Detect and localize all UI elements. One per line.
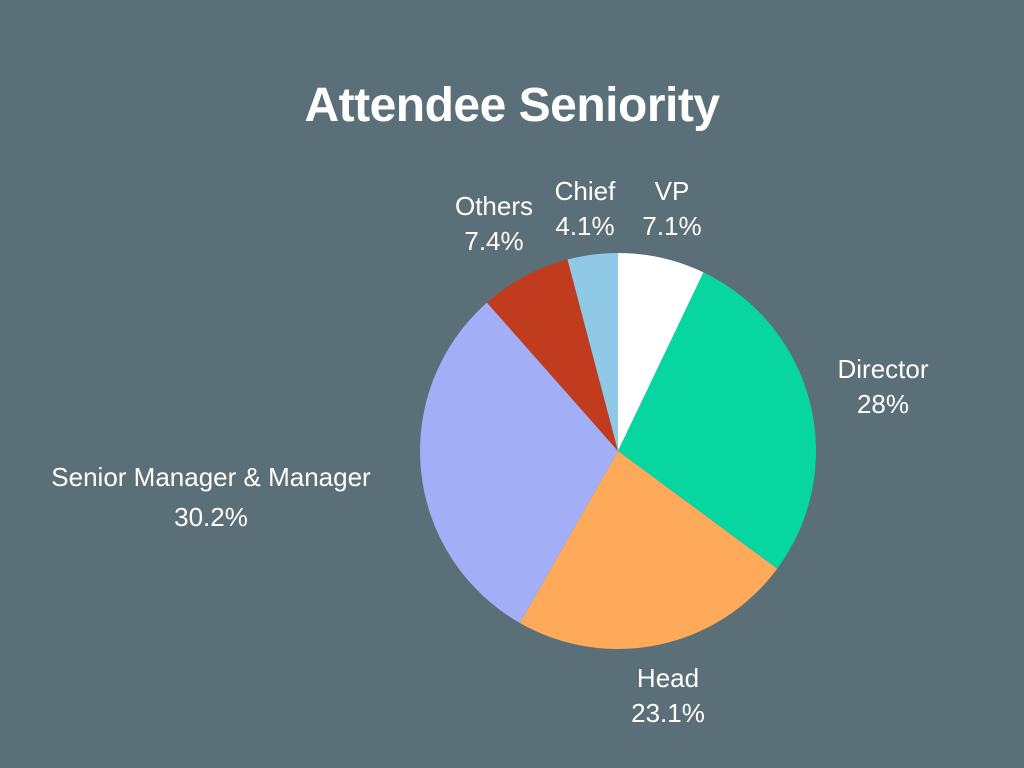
slice-value-vp: 7.1% [642, 211, 702, 241]
slice-value-director: 28% [856, 389, 910, 419]
pie-slice-vp [618, 253, 704, 451]
slice-label-chief: Chief 4.1% [555, 174, 616, 244]
pie-slice-senior-manager-manager [419, 302, 618, 623]
pie-slice-others [486, 259, 618, 451]
slice-label-senior-manager: Senior Manager & Manager 30.2% [51, 457, 370, 537]
slice-name-head: Head [636, 663, 700, 693]
slice-value-head: 23.1% [631, 698, 705, 728]
slice-label-head: Head 23.1% [631, 661, 705, 731]
slice-name-chief: Chief [554, 176, 616, 206]
slice-name-director: Director [837, 354, 929, 384]
pie-slice-chief [567, 253, 618, 451]
slice-value-senior-manager: 30.2% [174, 502, 248, 532]
slice-label-director: Director 28% [837, 352, 928, 422]
chart-title: Attendee Seniority [304, 79, 720, 132]
slice-value-chief: 4.1% [555, 211, 615, 241]
slice-name-others: Others [454, 191, 534, 221]
pie-slice-head [519, 451, 778, 650]
slice-label-vp: VP 7.1% [642, 174, 701, 244]
slice-name-senior-manager: Senior Manager & Manager [51, 462, 371, 492]
pie-slice-director [618, 272, 816, 569]
slice-name-vp: VP [654, 176, 690, 206]
pie-slices [419, 253, 816, 650]
slice-label-others: Others 7.4% [455, 189, 533, 259]
slice-value-others: 7.4% [464, 226, 524, 256]
